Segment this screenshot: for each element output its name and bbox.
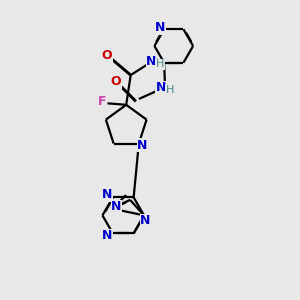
Text: O: O	[111, 75, 121, 88]
Text: O: O	[102, 49, 112, 62]
Text: H: H	[156, 59, 164, 69]
Text: N: N	[146, 55, 157, 68]
Text: F: F	[98, 95, 107, 108]
Text: N: N	[155, 21, 166, 34]
Text: N: N	[102, 188, 113, 202]
Text: N: N	[137, 139, 148, 152]
Text: N: N	[111, 200, 122, 213]
Text: N: N	[140, 214, 151, 227]
Text: N: N	[156, 82, 166, 94]
Text: N: N	[102, 229, 113, 242]
Text: H: H	[166, 85, 174, 95]
